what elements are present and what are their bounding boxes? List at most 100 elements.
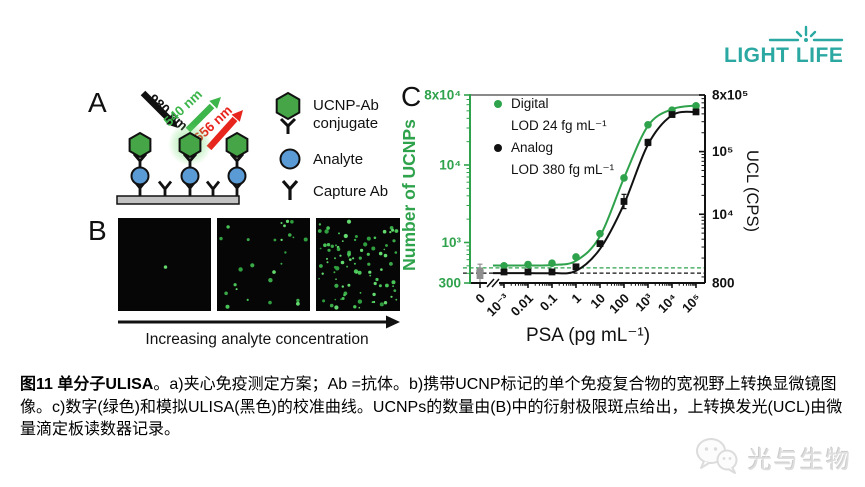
left-tick-label: 10³: [441, 235, 461, 250]
ucnp-spot: [360, 248, 364, 252]
data-point-analog: [668, 111, 676, 118]
left-tick-label: 300: [438, 276, 461, 291]
ucnp-spot: [392, 239, 396, 243]
ucnp-spot: [368, 270, 372, 274]
ucnp-spot: [378, 251, 383, 256]
ucnp-spot: [163, 265, 168, 269]
legend-lod-label: LOD 380 fg mL⁻¹: [511, 162, 615, 177]
ucnp-spot: [371, 246, 376, 251]
ucnp-spot: [268, 300, 272, 305]
ucnp-spot: [250, 263, 255, 268]
x-tick-label: 1: [568, 291, 584, 307]
ucnp-spot: [326, 226, 330, 230]
digital-curve: [493, 104, 697, 267]
ucnp-spot: [340, 298, 342, 301]
ucnp-spot: [378, 284, 382, 288]
ucnp-spot: [394, 229, 399, 233]
ucnp-spot: [346, 219, 352, 224]
legend-marker: [494, 144, 502, 152]
ucnp-spot: [394, 251, 398, 254]
ucnp-spot: [382, 229, 387, 234]
data-point-analog: [644, 139, 652, 146]
right-tick-label: 8x10⁵: [712, 88, 748, 103]
ucnp-spot: [372, 292, 376, 297]
data-point-analog: [596, 240, 604, 248]
ucnp-spot: [353, 262, 356, 265]
ucnp-spot: [346, 265, 349, 268]
ucnp-spot: [285, 219, 290, 223]
panel-a-scheme: A 980 nm 540 nm 656 nm: [88, 86, 388, 205]
data-point-analog: [476, 272, 484, 279]
capture-ab-icon: [281, 179, 299, 200]
watermark-text: 光与生物: [748, 446, 852, 474]
ucnp-spot: [272, 270, 276, 274]
brand-name: LIGHT LIFE: [724, 44, 844, 67]
ucnp-spot: [380, 268, 383, 271]
figure-caption: 图11 单分子ULISA。a)夹心免疫测定方案；Ab =抗体。b)携带UCNP标…: [20, 374, 848, 442]
ucnp-spot: [225, 304, 230, 309]
x-tick-label: 10³: [632, 290, 656, 314]
data-point-digital: [596, 229, 604, 238]
ucnp-spot: [334, 298, 337, 301]
excitation-arrow-icon: [140, 90, 178, 128]
left-tick-label: 10⁴: [439, 157, 461, 172]
ucnp-spot: [373, 236, 377, 240]
ucnp-spot: [379, 302, 384, 307]
microscopy-image-low: [118, 218, 211, 311]
ucnp-spot: [246, 238, 250, 242]
data-point-digital: [644, 121, 652, 129]
x-tick-label: 10⁻³: [483, 290, 512, 319]
ucnp-spot: [317, 229, 322, 233]
caption-bold: 图11 单分子ULISA: [20, 376, 154, 393]
analyte-icon: [279, 148, 301, 170]
x-tick-label: 0.01: [508, 291, 537, 320]
ucnp-spot: [326, 261, 329, 264]
ucnp-spot: [334, 305, 339, 310]
ucnp-spot: [391, 228, 395, 232]
ucnp-spot: [226, 225, 230, 229]
legend-capture-ab-label: Capture Ab: [313, 183, 388, 200]
ucnp-spot: [284, 251, 287, 254]
ucnp-spot: [283, 224, 286, 228]
ucnp-spot: [353, 238, 357, 242]
ucnp-spot: [347, 252, 351, 257]
ucnp-spot: [323, 243, 327, 247]
panel-b-images: B Increasing analyte concentration: [88, 215, 400, 348]
right-tick-label: 10⁵: [712, 144, 733, 159]
ucnp-spot: [318, 277, 320, 280]
panel-b-label: B: [88, 215, 107, 246]
emission-red-arrow-icon: [206, 110, 243, 151]
ucnp-spot: [280, 238, 283, 242]
ucnp-spot: [329, 303, 334, 308]
ucnp-spot: [343, 293, 346, 297]
ucnp-spot: [343, 233, 348, 239]
panel-a-label: A: [88, 87, 107, 118]
ucnp-spot: [336, 247, 341, 252]
microscopy-image-mid: [217, 218, 310, 311]
ucnp-spot: [359, 292, 362, 294]
ucnp-spot: [367, 262, 371, 266]
data-point-digital: [524, 260, 532, 269]
watermark: 光与生物: [694, 436, 852, 478]
ucnp-spot: [238, 267, 243, 272]
ucnp-spot: [389, 262, 393, 266]
lightlife-logo: LIGHT LIFE: [722, 24, 862, 72]
ucnp-spot: [322, 299, 326, 303]
ucnp-spot: [383, 301, 388, 305]
legend-series-name: Analog: [511, 140, 553, 155]
caption-text: 。a)夹心免疫测定方案；Ab =抗体。b)携带UCNP标记的单个免疫复合物的宽视…: [20, 376, 843, 438]
axis-break-icon: [486, 278, 495, 288]
ucnp-spot: [324, 229, 329, 234]
ucnp-spot: [358, 306, 361, 309]
ucnp-spot: [393, 289, 397, 292]
ucnp-spot: [321, 272, 324, 275]
analog-curve: [493, 110, 697, 275]
ucnp-spot: [389, 231, 392, 234]
left-tick-label: 8x10⁴: [424, 88, 461, 103]
ucnp-spot: [352, 257, 355, 260]
ucnp-spot: [233, 283, 237, 287]
ucnp-spot: [338, 232, 340, 235]
legend-ucnp-label-line1: UCNP-Ab: [313, 97, 379, 114]
ucnp-spot: [363, 242, 368, 247]
